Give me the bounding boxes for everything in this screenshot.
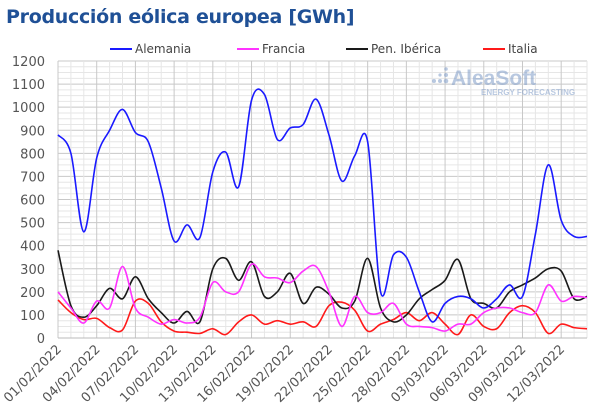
legend-label: Italia	[508, 42, 538, 56]
legend-label: Alemania	[135, 42, 191, 56]
watermark-name: AleaSoft	[451, 67, 536, 90]
legend-label: Francia	[262, 42, 305, 56]
y-tick-label: 300	[20, 263, 45, 278]
y-tick-label: 0	[37, 332, 45, 347]
y-tick-label: 1200	[12, 55, 45, 70]
grid	[57, 60, 588, 339]
legend-label: Pen. Ibérica	[371, 42, 441, 56]
watermark-logo: AleaSoft ENERGY FORECASTING	[432, 67, 575, 97]
y-tick-label: 900	[20, 124, 45, 139]
legend: Alemania Francia Pen. Ibérica Italia	[110, 42, 538, 56]
chart-title: Producción eólica europea [GWh]	[6, 6, 355, 28]
series-line-francia	[57, 263, 588, 332]
series-line-italia	[57, 298, 588, 336]
y-tick-label: 400	[20, 240, 45, 255]
y-tick-label: 800	[20, 147, 45, 162]
y-tick-label: 1000	[12, 101, 45, 116]
y-tick-label: 1100	[12, 78, 45, 93]
y-tick-label: 500	[20, 217, 45, 232]
y-tick-label: 700	[20, 170, 45, 185]
logo-dots-icon	[432, 67, 449, 84]
y-tick-label: 600	[20, 194, 45, 209]
y-tick-label: 100	[20, 309, 45, 324]
y-tick-label: 200	[20, 286, 45, 301]
series-line-pen-ib-rica	[57, 250, 588, 325]
watermark-tagline: ENERGY FORECASTING	[481, 88, 575, 97]
series-line-alemania	[57, 88, 588, 323]
